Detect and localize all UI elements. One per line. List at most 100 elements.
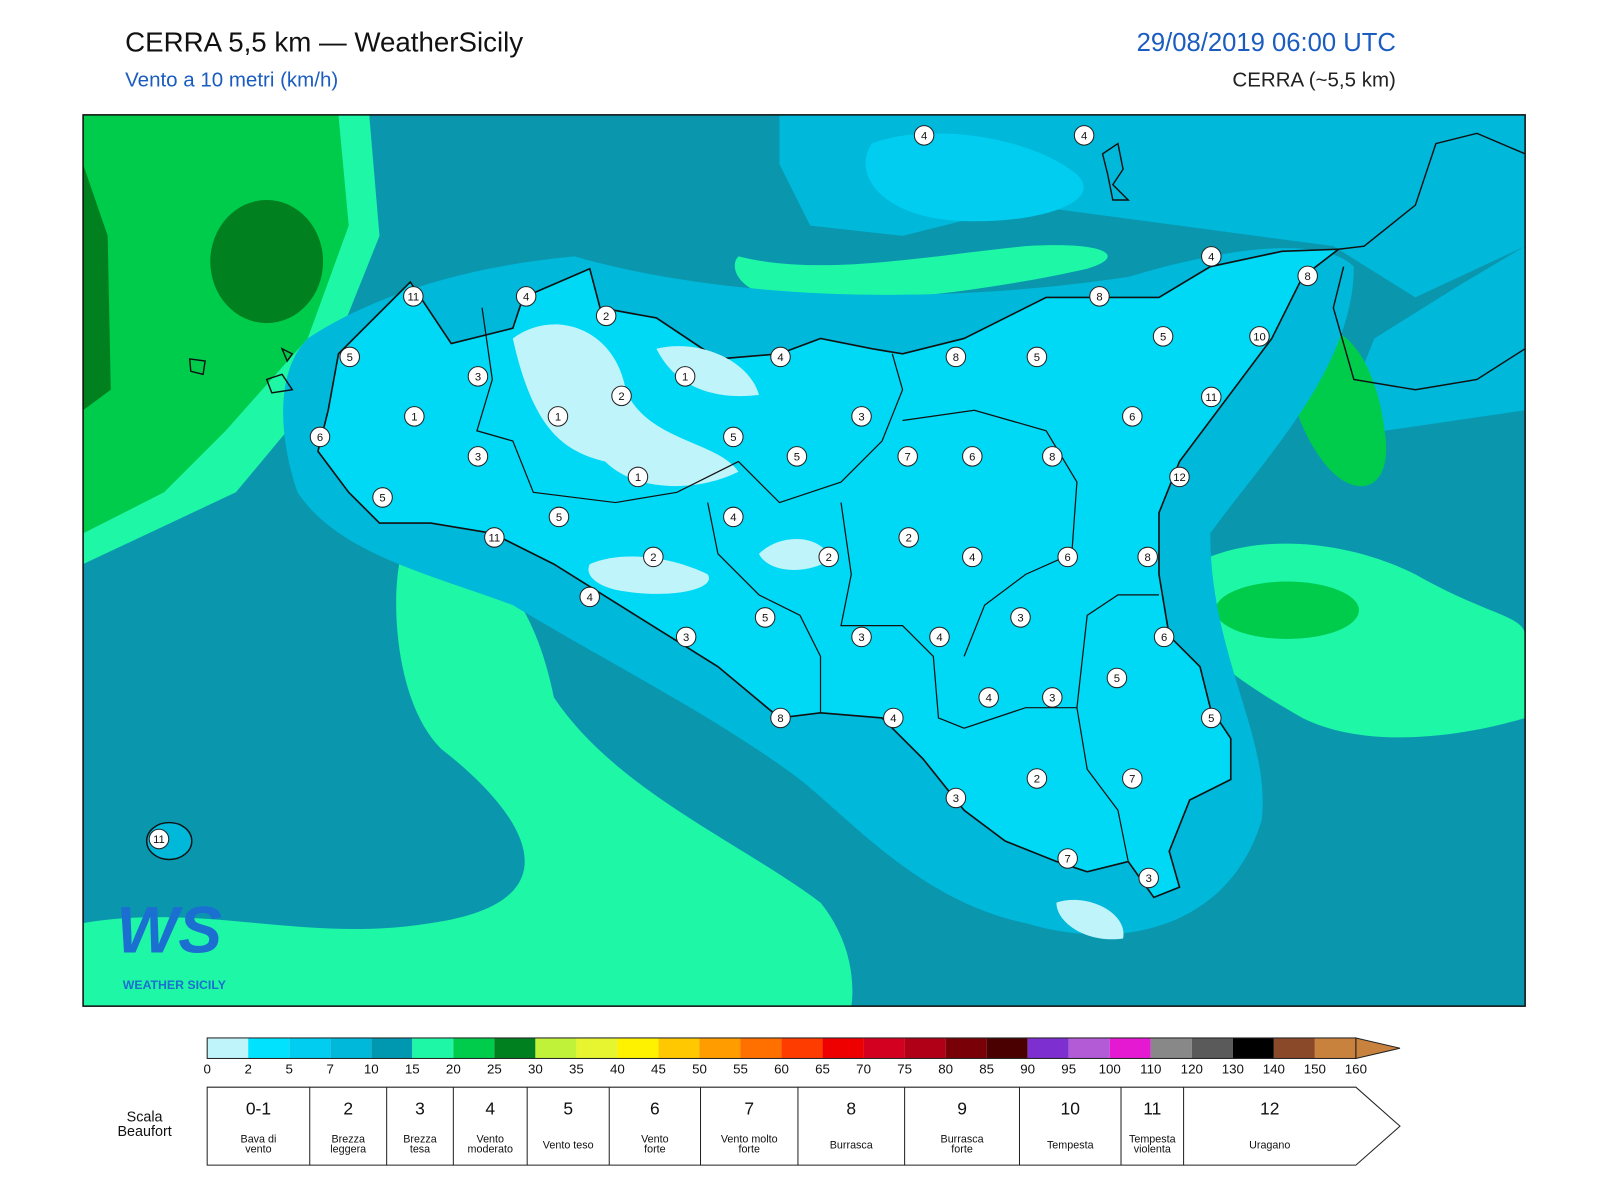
colorbar-tick-label: 15 [405,1061,420,1076]
station-value: 4 [921,130,927,142]
station-marker [148,828,170,850]
station-marker [579,586,600,608]
colorbar-tick-label: 130 [1222,1061,1244,1076]
colorbar-segment [576,1037,618,1059]
station-marker [1026,346,1048,368]
station-value: 3 [858,632,864,644]
station-marker [467,446,489,467]
colorbar-tick-label: 160 [1345,1061,1367,1076]
colorbar-segment [412,1037,454,1059]
date: 29/08/2019 06:00 UTC [1137,29,1396,57]
station-value: 11 [407,291,419,303]
colorbar-segment [986,1037,1028,1059]
colorbar-segment [207,1037,249,1059]
station-value: 2 [650,552,656,564]
beaufort-label: tesa [410,1144,430,1156]
field-area [83,542,853,1007]
station-marker [548,506,570,528]
colorbar-segment [289,1037,331,1059]
colorbar-segment [1314,1037,1356,1059]
station-value: 2 [906,532,912,544]
station-marker [929,626,950,648]
beaufort-force: 6 [650,1098,660,1118]
beaufort-force: 11 [1143,1098,1161,1118]
beaufort-force: 5 [563,1098,573,1118]
colorbar-tick-label: 120 [1181,1061,1203,1076]
colorbar-segment [740,1037,782,1059]
colorbar-tick-label: 55 [733,1061,748,1076]
station-marker [851,406,872,427]
beaufort-label: moderato [468,1144,513,1156]
island [188,347,294,394]
station-marker [723,506,744,528]
station-value: 8 [1049,451,1055,463]
colorbar-segment [1150,1037,1192,1059]
colorbar-tick-label: 80 [938,1061,953,1076]
colorbar-segment [371,1037,413,1059]
station-marker [945,346,967,368]
station-marker [675,626,697,648]
station-marker [1201,707,1222,729]
station-value: 2 [618,391,624,403]
colorbar-segment [863,1037,905,1059]
station-value: 3 [858,411,864,423]
colorbar-tick-label: 150 [1304,1061,1326,1076]
colorbar-tick-label: 90 [1020,1061,1035,1076]
colorbar-segment [248,1037,290,1059]
station-value: 4 [587,592,593,604]
beaufort-label: leggera [330,1144,366,1156]
station-marker [754,607,776,628]
station-value: 8 [953,352,959,364]
colorbar-tick-label: 95 [1061,1061,1076,1076]
beaufort-force: 9 [957,1098,967,1118]
subtitle: Vento a 10 metri (km/h) [125,68,338,91]
beaufort-force: 10 [1061,1098,1081,1118]
colorbar-tick-label: 100 [1099,1061,1121,1076]
station-value: 8 [1096,291,1102,303]
station-marker [611,385,632,407]
station-marker [962,446,983,467]
station-value: 4 [523,291,529,303]
colorbar-tick-label: 35 [569,1061,584,1076]
station-marker [1026,768,1048,789]
colorbar-segment [1273,1037,1315,1059]
logo-mark: WS [116,894,222,967]
colorbar: 0 2 5 7 10 15 20 25 30 35 40 45 50 55 60 65 70 75 80 85 90 95… [203,1037,1401,1076]
beaufort-label: Burrasca [941,1133,984,1145]
station-marker [1297,265,1318,287]
station-marker [898,527,919,548]
station-value: 5 [1114,673,1120,685]
beaufort-label: Vento teso [543,1139,594,1151]
field-area [865,133,1084,222]
station-value: 1 [682,371,688,383]
colorbar-segment [453,1037,495,1059]
station-value: 5 [556,512,562,524]
colorbar-arrow [1355,1037,1401,1060]
station-marker [913,125,935,146]
beaufort-title: Scala [127,1110,163,1126]
station-marker [786,446,808,467]
station-marker [1249,326,1270,347]
station-value: 7 [1065,853,1071,865]
beaufort-label: Uragano [1249,1139,1290,1151]
station-marker [770,346,791,368]
colorbar-tick-label: 40 [610,1061,625,1076]
source: CERRA (~5,5 km) [1232,68,1395,91]
beaufort-label: Brezza [331,1133,364,1145]
station-marker [1057,546,1078,568]
beaufort-label: Bava di [241,1133,277,1145]
station-marker [547,406,569,427]
station-marker [515,286,537,307]
colorbar-tick-label: 30 [528,1061,543,1076]
station-marker [1137,546,1158,568]
station-marker [404,406,425,427]
beaufort-label: Tempesta [1129,1133,1176,1145]
station-value: 3 [1049,692,1055,704]
station-marker [1042,687,1063,708]
station-marker [1138,867,1159,889]
colorbar-tick-label: 45 [651,1061,666,1076]
station-marker [1201,386,1222,408]
station-value: 5 [347,352,353,364]
station-value: 2 [826,552,832,564]
